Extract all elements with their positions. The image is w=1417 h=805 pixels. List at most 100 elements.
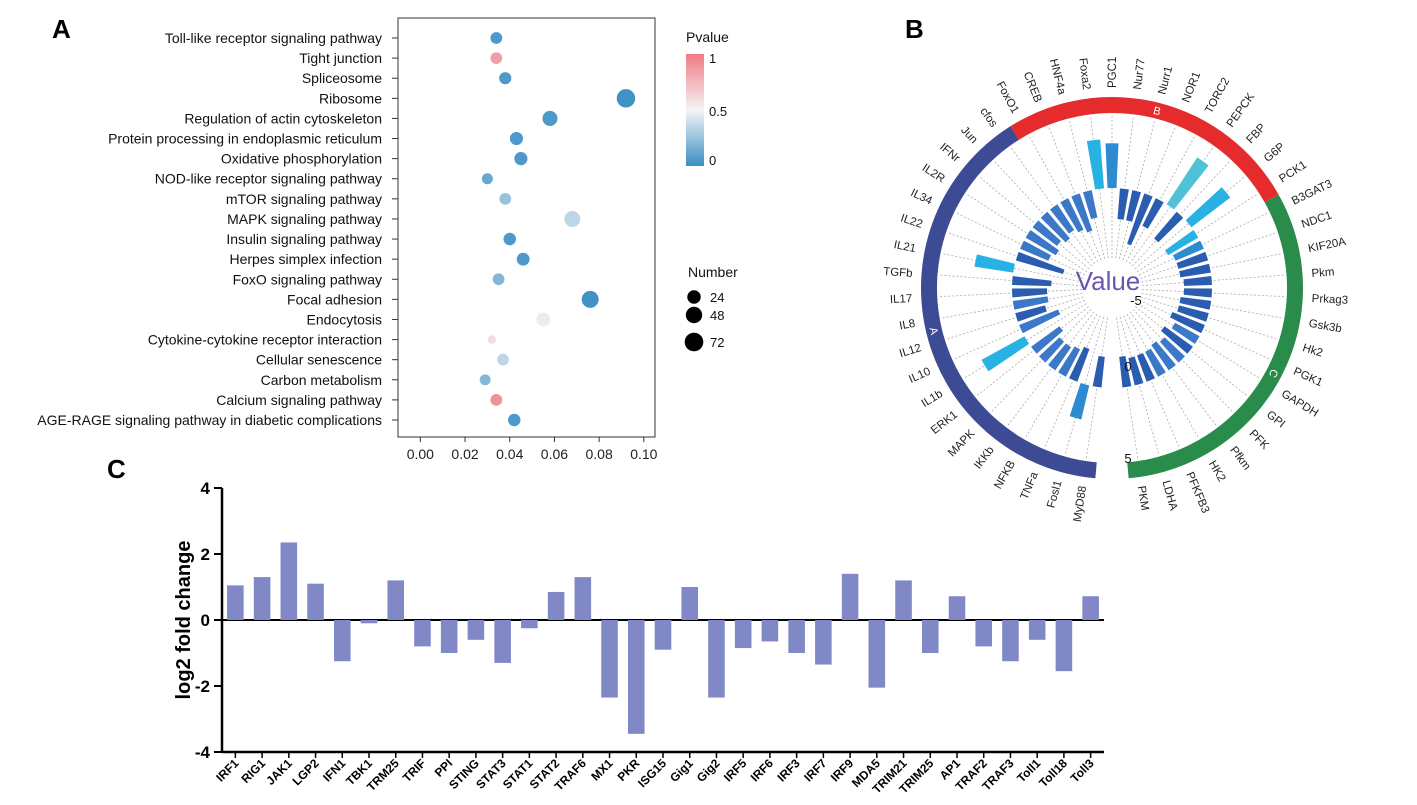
y-tick-label-c: 2 [201, 545, 210, 564]
group-ring-segment [1010, 97, 1279, 203]
size-legend-label: 48 [710, 308, 724, 323]
x-tick-label-c: RIG1 [239, 756, 269, 786]
radial-bar [1172, 240, 1204, 261]
y-label-a: Tight junction [299, 50, 382, 66]
y-label-a: Spliceosome [302, 70, 382, 86]
radial-bar [1025, 230, 1060, 256]
y-label-a: Insulin signaling pathway [226, 231, 382, 247]
bar-c [734, 620, 752, 649]
radial-bar [1019, 309, 1061, 334]
bubble-a [499, 72, 512, 85]
bar-c [815, 620, 832, 665]
x-tick-label-c: JAK1 [263, 756, 295, 788]
bubble-a [616, 89, 636, 108]
y-label-a: Carbon metabolism [261, 372, 382, 388]
radial-bars [974, 139, 1231, 420]
radial-bar [1183, 288, 1212, 298]
group-ring: ABC [921, 97, 1303, 479]
size-legend-dot [685, 306, 703, 324]
radial-label: Fosl1 [1045, 479, 1064, 509]
bar-c [521, 620, 538, 629]
radial-bar [1050, 204, 1075, 234]
radial-bar [1092, 355, 1105, 388]
radial-label: NDC1 [1300, 210, 1334, 231]
bubble-a [509, 131, 524, 146]
bubbles-a [479, 32, 636, 427]
radial-bar [1169, 312, 1205, 334]
x-tick-label-c: STING [446, 756, 482, 792]
radial-bar [1012, 296, 1049, 310]
x-tick-label-a: 0.08 [586, 446, 613, 462]
radial-bar [1183, 276, 1212, 286]
radial-label: Pkm [1311, 266, 1335, 280]
x-tick-label-a: 0.06 [541, 446, 568, 462]
bar-c [467, 620, 485, 640]
radial-gridline [1132, 161, 1230, 267]
radial-bar [981, 336, 1030, 372]
y-label-a: NOD-like receptor signaling pathway [155, 171, 382, 187]
y-label-a: AGE-RAGE signaling pathway in diabetic c… [37, 412, 382, 428]
radial-label: HNF4a [1047, 58, 1068, 97]
x-tick-label-c: LGP2 [290, 756, 322, 788]
bar-c [414, 620, 431, 647]
radial-label: Foxa2 [1076, 57, 1092, 90]
bar-c [948, 596, 966, 620]
radial-bar [1020, 240, 1052, 261]
radial-label: cfos [977, 106, 999, 130]
radial-gridline [979, 177, 1090, 270]
y-label-a: Ribosome [319, 90, 382, 106]
radial-label: IL1b [920, 388, 945, 410]
bar-c [360, 620, 378, 624]
radial-label: TGFb [883, 266, 913, 280]
radial-bar [1032, 220, 1062, 246]
y-axis-ticks-c: 4 2 0 -2 -4 [195, 479, 222, 762]
radial-label: IL21 [893, 239, 917, 255]
radial-bar [1015, 305, 1047, 322]
radial-bar [1164, 230, 1199, 256]
bar-c [868, 620, 886, 688]
y-label-a: Herpes simplex infection [229, 251, 382, 267]
bubble-a [536, 312, 551, 327]
radial-bar [1119, 355, 1132, 388]
radial-label: FBP [1244, 121, 1268, 146]
radial-label: Nurr1 [1157, 65, 1176, 96]
bar-c [841, 573, 859, 620]
radial-gridline [991, 309, 1092, 412]
size-legend-dot [684, 332, 704, 352]
bar-c [253, 577, 271, 620]
y-tick-label-c: 0 [201, 611, 210, 630]
y-label-a: Cytokine-cytokine receptor interaction [148, 332, 382, 348]
size-legend-label: 72 [710, 335, 724, 350]
radial-bar [1179, 296, 1212, 310]
x-tick-label-c: MX1 [588, 756, 616, 784]
radial-bar [1126, 190, 1141, 222]
x-tick-label-c: ISG15 [635, 756, 669, 790]
radial-label: ERK1 [929, 409, 960, 437]
radial-label: G6P [1262, 141, 1288, 165]
bar-c [1002, 620, 1019, 662]
radial-label: PFK [1247, 428, 1271, 453]
bar-c [227, 585, 244, 620]
radial-label: PGK1 [1291, 366, 1324, 390]
scale-label-neg5: -5 [1130, 293, 1142, 308]
panel-label-b: B [905, 14, 924, 44]
bar-c [1055, 620, 1073, 672]
radial-label: Gsk3b [1308, 318, 1343, 336]
bar-c [975, 620, 993, 647]
radial-bar [1069, 346, 1090, 382]
radial-label: MAPK [946, 427, 978, 459]
radial-bar [1151, 341, 1176, 371]
radial-bar [1179, 263, 1211, 278]
radial-bar [974, 254, 1015, 273]
bubble-a [514, 152, 528, 166]
group-ring-label: B [1152, 105, 1162, 118]
x-tick-label-c: IRF6 [748, 756, 777, 785]
x-tick-label-a: 0.04 [496, 446, 523, 462]
radial-label: TORC2 [1203, 76, 1232, 116]
bars-c [227, 542, 1099, 734]
radial-label: Hk2 [1301, 342, 1324, 359]
radial-bar [1015, 251, 1065, 274]
x-tick-label-c: IRF3 [774, 756, 803, 785]
radial-bar [1039, 337, 1065, 363]
radial-label: IKKb [972, 444, 997, 471]
